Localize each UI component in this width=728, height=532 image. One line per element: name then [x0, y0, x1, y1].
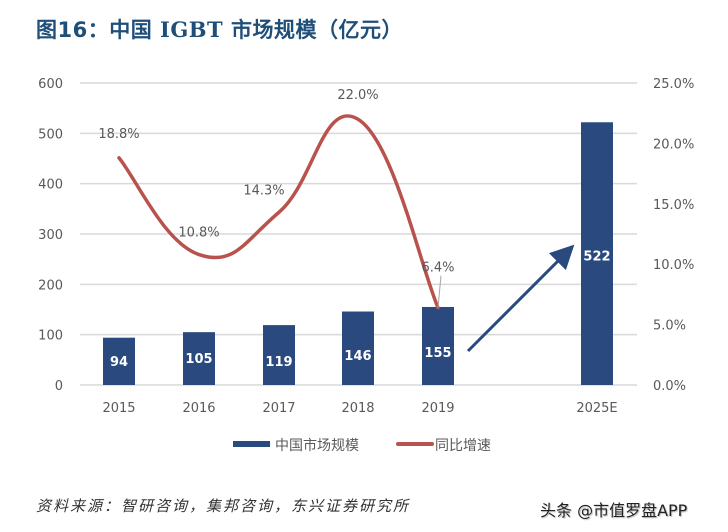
bar	[422, 306, 454, 385]
right-axis: 0.0% 5.0% 10.0% 15.0% 20.0% 25.0%	[653, 77, 694, 394]
left-axis: 0 100 200 300 400 500 600	[38, 77, 63, 394]
left-tick-label: 0	[55, 379, 63, 394]
x-tick-label: 2015	[102, 401, 135, 416]
title-prefix: 图16：中国	[36, 18, 161, 42]
bar	[103, 337, 135, 385]
annotations	[466, 244, 575, 353]
right-tick-label: 25.0%	[653, 77, 694, 92]
growth-arrow-icon	[466, 244, 575, 353]
bar-value-label: 94	[110, 355, 128, 370]
x-axis: 2015 2016 2017 2018 2019 2025E	[102, 401, 617, 416]
title-suffix: 市场规模（亿元）	[223, 18, 403, 42]
bar-series: 94 105 119 146 155 522	[103, 122, 613, 385]
bar-value-label: 119	[265, 355, 292, 370]
left-tick-label: 300	[38, 228, 63, 243]
legend: 中国市场规模 同比增速	[233, 437, 491, 454]
left-tick-label: 400	[38, 178, 63, 193]
legend-label-bar: 中国市场规模	[275, 437, 359, 454]
legend-swatch-bar	[233, 441, 270, 447]
left-tick-label: 600	[38, 77, 63, 92]
left-tick-label: 500	[38, 127, 63, 142]
bar-value-label: 155	[424, 346, 451, 361]
legend-label-line: 同比增速	[435, 438, 491, 454]
growth-rate-label: 22.0%	[337, 88, 378, 103]
left-tick-label: 100	[38, 329, 63, 344]
line-series: 18.8% 10.8% 14.3% 22.0% 6.4%	[98, 88, 455, 310]
left-tick-label: 200	[38, 278, 63, 293]
bar	[581, 122, 613, 385]
bar	[183, 332, 215, 385]
right-tick-label: 20.0%	[653, 137, 694, 152]
growth-rate-label: 18.8%	[98, 127, 139, 142]
growth-rate-line	[117, 114, 440, 310]
bar	[263, 325, 295, 385]
right-tick-label: 5.0%	[653, 319, 686, 334]
watermark: 头条 @市值罗盘APP	[540, 501, 688, 520]
label-leader-line	[437, 275, 442, 308]
chart-title: 图16：中国 IGBT 市场规模（亿元）	[36, 14, 403, 44]
right-tick-label: 0.0%	[653, 379, 686, 394]
right-tick-label: 10.0%	[653, 258, 694, 273]
x-tick-label: 2018	[341, 401, 374, 416]
growth-rate-label: 10.8%	[178, 226, 219, 241]
growth-rate-label: 6.4%	[421, 261, 454, 276]
x-tick-label: 2019	[421, 401, 454, 416]
bar-value-label: 105	[185, 352, 212, 367]
title-latin: IGBT	[160, 17, 224, 42]
gridlines	[80, 82, 637, 386]
x-tick-label: 2025E	[576, 401, 617, 416]
growth-rate-label: 14.3%	[243, 183, 284, 198]
igbt-market-chart: 0 100 200 300 400 500 600 0.0% 5.0% 10.0% 15.0% 20…	[38, 77, 694, 454]
bar-value-label: 522	[583, 249, 610, 264]
bar-value-label: 146	[344, 349, 371, 364]
x-tick-label: 2017	[262, 401, 295, 416]
x-tick-label: 2016	[182, 401, 215, 416]
right-tick-label: 15.0%	[653, 198, 694, 213]
source-note: 资料来源：智研咨询，集邦咨询，东兴证券研究所	[36, 497, 411, 515]
bar	[342, 311, 374, 385]
